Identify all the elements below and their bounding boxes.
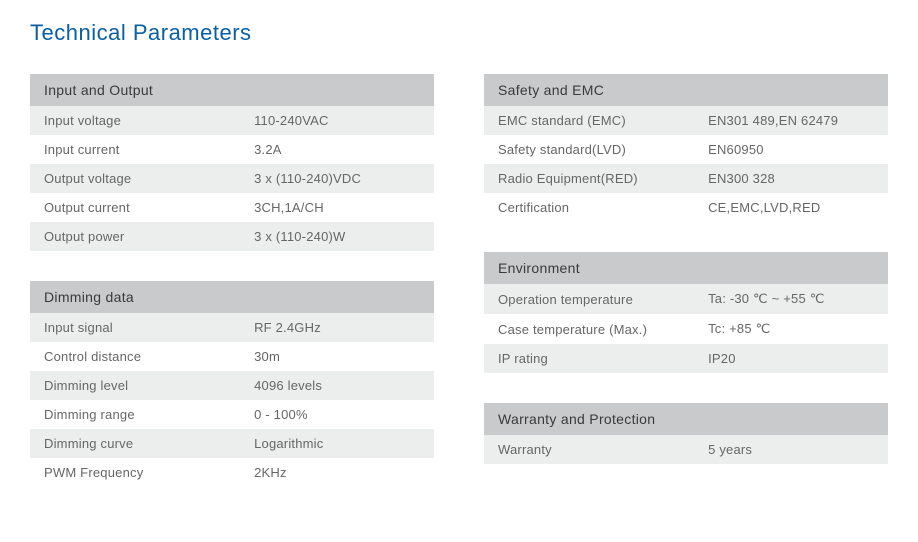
param-value: 3.2A xyxy=(240,135,434,164)
table-row: Output current3CH,1A/CH xyxy=(30,193,434,222)
param-label: EMC standard (EMC) xyxy=(484,106,694,135)
section-header: Environment xyxy=(484,252,888,284)
table-warranty: Warranty and Protection Warranty5 years xyxy=(484,403,888,464)
param-value: 2KHz xyxy=(240,458,434,487)
table-input-output: Input and Output Input voltage110-240VAC… xyxy=(30,74,434,251)
param-label: Dimming level xyxy=(30,371,240,400)
table-dimming-data: Dimming data Input signalRF 2.4GHz Contr… xyxy=(30,281,434,487)
table-row: Operation temperatureTa: -30 ℃ ~ +55 ℃ xyxy=(484,284,888,314)
table-row: IP ratingIP20 xyxy=(484,344,888,373)
table-row: Dimming level4096 levels xyxy=(30,371,434,400)
param-value: EN60950 xyxy=(694,135,888,164)
table-safety-emc: Safety and EMC EMC standard (EMC)EN301 4… xyxy=(484,74,888,222)
param-value: CE,EMC,LVD,RED xyxy=(694,193,888,222)
param-label: Input signal xyxy=(30,313,240,342)
table-row: Input voltage110-240VAC xyxy=(30,106,434,135)
table-row: Input current3.2A xyxy=(30,135,434,164)
param-label: Case temperature (Max.) xyxy=(484,314,694,344)
section-header: Input and Output xyxy=(30,74,434,106)
section-warranty: Warranty and Protection Warranty5 years xyxy=(484,403,888,464)
section-input-output: Input and Output Input voltage110-240VAC… xyxy=(30,74,434,251)
section-safety-emc: Safety and EMC EMC standard (EMC)EN301 4… xyxy=(484,74,888,222)
table-row: Radio Equipment(RED)EN300 328 xyxy=(484,164,888,193)
param-label: Safety standard(LVD) xyxy=(484,135,694,164)
param-label: Output voltage xyxy=(30,164,240,193)
param-value: IP20 xyxy=(694,344,888,373)
param-value: EN300 328 xyxy=(694,164,888,193)
param-value: EN301 489,EN 62479 xyxy=(694,106,888,135)
param-label: Radio Equipment(RED) xyxy=(484,164,694,193)
param-label: Input voltage xyxy=(30,106,240,135)
param-value: 110-240VAC xyxy=(240,106,434,135)
param-label: Dimming curve xyxy=(30,429,240,458)
section-environment: Environment Operation temperatureTa: -30… xyxy=(484,252,888,373)
table-row: PWM Frequency2KHz xyxy=(30,458,434,487)
param-label: Certification xyxy=(484,193,694,222)
right-column: Safety and EMC EMC standard (EMC)EN301 4… xyxy=(484,74,888,487)
table-row: EMC standard (EMC)EN301 489,EN 62479 xyxy=(484,106,888,135)
table-row: Input signalRF 2.4GHz xyxy=(30,313,434,342)
table-row: Dimming range0 - 100% xyxy=(30,400,434,429)
param-value: 3CH,1A/CH xyxy=(240,193,434,222)
table-row: Warranty5 years xyxy=(484,435,888,464)
table-row: Dimming curveLogarithmic xyxy=(30,429,434,458)
param-value: Ta: -30 ℃ ~ +55 ℃ xyxy=(694,284,888,314)
param-value: Logarithmic xyxy=(240,429,434,458)
param-value: 3 x (110-240)W xyxy=(240,222,434,251)
param-value: Tc: +85 ℃ xyxy=(694,314,888,344)
param-value: 0 - 100% xyxy=(240,400,434,429)
param-value: 3 x (110-240)VDC xyxy=(240,164,434,193)
table-row: CertificationCE,EMC,LVD,RED xyxy=(484,193,888,222)
table-environment: Environment Operation temperatureTa: -30… xyxy=(484,252,888,373)
param-label: Output current xyxy=(30,193,240,222)
param-label: Dimming range xyxy=(30,400,240,429)
table-row: Output power3 x (110-240)W xyxy=(30,222,434,251)
param-value: 4096 levels xyxy=(240,371,434,400)
param-label: Output power xyxy=(30,222,240,251)
table-row: Output voltage3 x (110-240)VDC xyxy=(30,164,434,193)
table-row: Control distance30m xyxy=(30,342,434,371)
columns-container: Input and Output Input voltage110-240VAC… xyxy=(30,74,888,487)
table-row: Case temperature (Max.)Tc: +85 ℃ xyxy=(484,314,888,344)
param-value: 5 years xyxy=(694,435,888,464)
section-header: Safety and EMC xyxy=(484,74,888,106)
section-header: Warranty and Protection xyxy=(484,403,888,435)
param-label: Input current xyxy=(30,135,240,164)
section-dimming-data: Dimming data Input signalRF 2.4GHz Contr… xyxy=(30,281,434,487)
param-value: 30m xyxy=(240,342,434,371)
param-label: IP rating xyxy=(484,344,694,373)
param-label: Control distance xyxy=(30,342,240,371)
table-row: Safety standard(LVD)EN60950 xyxy=(484,135,888,164)
page-title: Technical Parameters xyxy=(30,20,888,46)
param-value: RF 2.4GHz xyxy=(240,313,434,342)
section-header: Dimming data xyxy=(30,281,434,313)
param-label: Warranty xyxy=(484,435,694,464)
param-label: PWM Frequency xyxy=(30,458,240,487)
param-label: Operation temperature xyxy=(484,284,694,314)
left-column: Input and Output Input voltage110-240VAC… xyxy=(30,74,434,487)
